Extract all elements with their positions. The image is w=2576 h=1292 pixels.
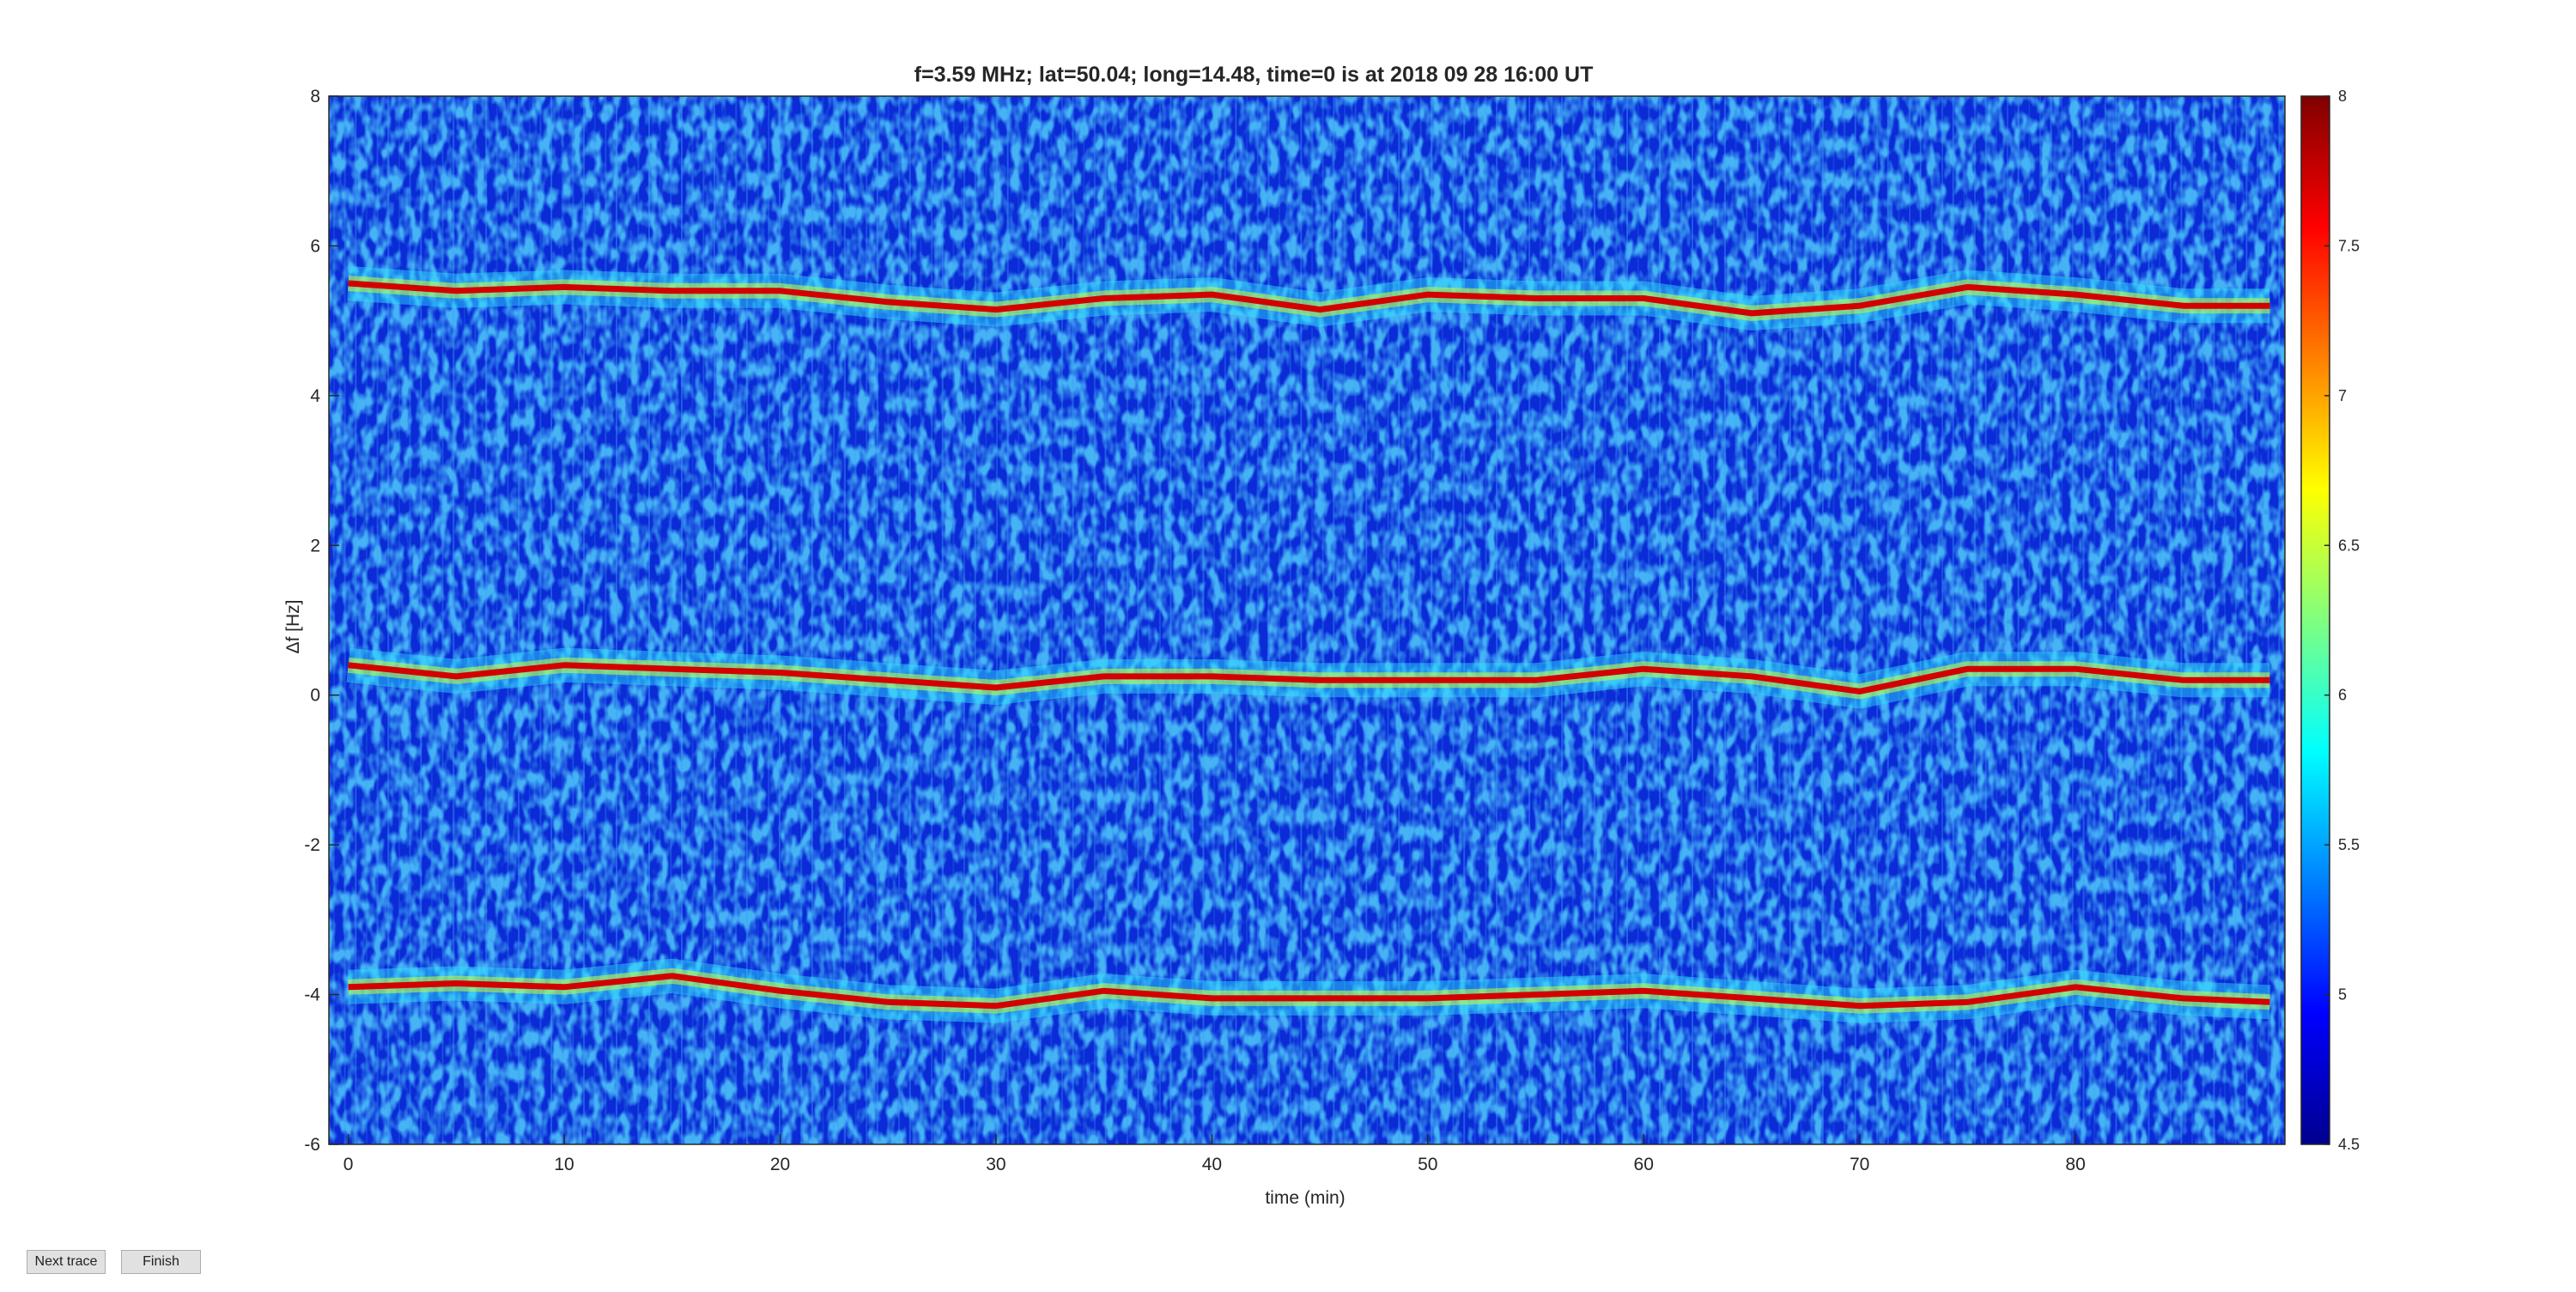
y-tick-label: -6 bbox=[304, 1135, 320, 1155]
y-tick-label: 0 bbox=[310, 686, 320, 706]
y-tick-label: -2 bbox=[304, 835, 320, 855]
y-tick-label: 8 bbox=[310, 87, 320, 106]
axes-box bbox=[328, 95, 2286, 1145]
colorbar bbox=[2300, 95, 2330, 1145]
x-tick-label: 0 bbox=[343, 1155, 354, 1174]
finish-button[interactable]: Finish bbox=[121, 1250, 201, 1274]
x-tick-label: 30 bbox=[986, 1155, 1005, 1174]
colorbar-tick-label: 7 bbox=[2338, 387, 2347, 404]
trace-line bbox=[348, 662, 2270, 695]
x-tick-label: 50 bbox=[1418, 1155, 1437, 1174]
colorbar-tick-label: 7.5 bbox=[2338, 237, 2360, 254]
x-tick-label: 20 bbox=[770, 1155, 790, 1174]
next-trace-button[interactable]: Next trace bbox=[27, 1250, 106, 1274]
chart-title: f=3.59 MHz; lat=50.04; long=14.48, time=… bbox=[914, 63, 1594, 87]
x-tick-label: 60 bbox=[1634, 1155, 1654, 1174]
x-tick-label: 70 bbox=[1850, 1155, 1869, 1174]
axes: 0 10 20 30 40 50 60 70 80 -6 -4 -2 0 2 4 6 8 4.5 5 5.5 6 6.5 7… bbox=[304, 87, 2360, 1174]
colorbar-tick-label: 6.5 bbox=[2338, 537, 2360, 554]
figure: f=3.59 MHz; lat=50.04; long=14.48, time=… bbox=[283, 63, 2360, 1208]
colorbar-tick-label: 5.5 bbox=[2338, 836, 2360, 853]
plot-area bbox=[329, 96, 2285, 1144]
colorbar-tick-label: 6 bbox=[2338, 687, 2347, 704]
y-tick-label: -4 bbox=[304, 986, 320, 1005]
colorbar-tick-label: 4.5 bbox=[2338, 1136, 2360, 1153]
trace-line bbox=[348, 973, 2270, 1010]
x-tick-label: 40 bbox=[1202, 1155, 1222, 1174]
y-axis-label: Δf [Hz] bbox=[283, 599, 303, 653]
y-tick-label: 2 bbox=[310, 536, 320, 555]
trace-line bbox=[348, 280, 2270, 317]
colorbar-tick-label: 8 bbox=[2338, 88, 2347, 105]
x-axis-label: time (min) bbox=[1265, 1188, 1345, 1208]
colorbar-tick-label: 5 bbox=[2338, 986, 2347, 1004]
y-tick-label: 4 bbox=[310, 386, 320, 406]
x-tick-label: 10 bbox=[554, 1155, 574, 1174]
spectrogram-speckle bbox=[329, 96, 2285, 1144]
y-tick-label: 6 bbox=[310, 236, 320, 256]
x-tick-label: 80 bbox=[2065, 1155, 2085, 1174]
